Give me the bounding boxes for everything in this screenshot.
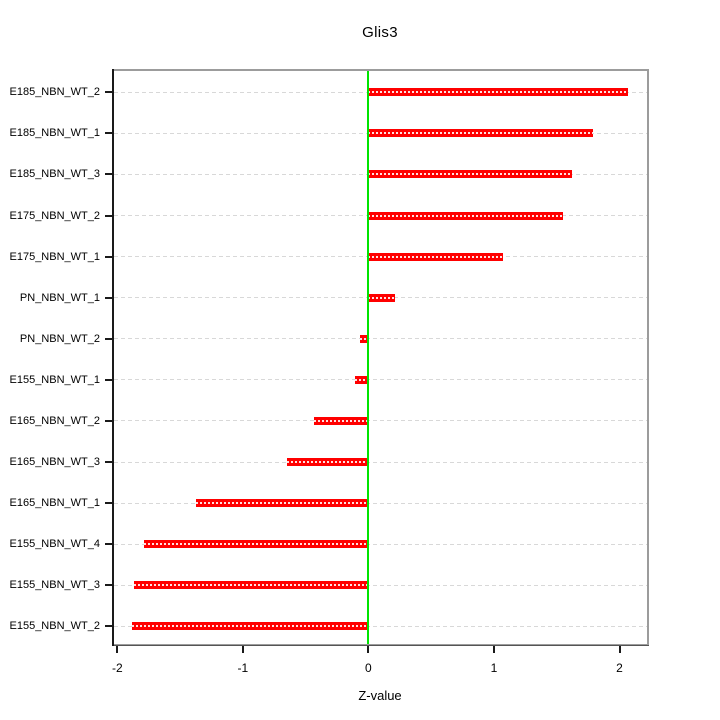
- bar: [368, 170, 572, 179]
- bar-center-dash: [133, 584, 369, 587]
- bar: [314, 416, 369, 425]
- bar-center-dash: [368, 296, 395, 299]
- bar-center-dash: [354, 378, 369, 381]
- gridline: [114, 625, 647, 627]
- bar-center-dash: [286, 461, 369, 464]
- gridline: [114, 543, 647, 545]
- y-axis-tick: [105, 584, 112, 587]
- x-axis-tick-label: 0: [365, 661, 372, 675]
- x-axis-tick: [241, 646, 244, 653]
- bar: [354, 375, 369, 384]
- y-axis-label: E155_NBN_WT_2: [9, 620, 101, 633]
- y-axis-label: E175_NBN_WT_1: [9, 250, 101, 263]
- y-axis-label: E165_NBN_WT_2: [9, 414, 101, 427]
- y-axis-tick: [105, 461, 112, 464]
- gridline: [114, 379, 647, 381]
- y-axis-tick: [105, 502, 112, 505]
- x-axis-tick-label: -1: [237, 661, 249, 675]
- y-axis-label: E165_NBN_WT_1: [9, 497, 101, 510]
- y-axis-label: E185_NBN_WT_3: [9, 168, 101, 181]
- x-axis-tick: [116, 646, 119, 653]
- bar-center-dash: [314, 419, 369, 422]
- y-axis-tick: [105, 255, 112, 258]
- x-axis-tick-label: -2: [111, 661, 123, 675]
- x-axis-tick-label: 1: [490, 661, 498, 675]
- y-axis-label: E175_NBN_WT_2: [9, 209, 101, 222]
- x-axis-tick-label: 2: [616, 661, 623, 675]
- y-axis-tick: [105, 173, 112, 176]
- chart-title: Glis3: [362, 24, 398, 41]
- bar: [368, 129, 594, 138]
- y-axis-tick: [105, 419, 112, 422]
- bar: [368, 293, 395, 302]
- x-axis-tick: [367, 646, 370, 653]
- bar: [286, 458, 369, 467]
- y-axis-tick: [105, 543, 112, 546]
- bar: [359, 334, 369, 343]
- zero-reference-line: [367, 71, 370, 644]
- bar-center-dash: [368, 255, 503, 258]
- bar-center-dash: [368, 214, 563, 217]
- y-axis-tick: [105, 337, 112, 340]
- bar-center-dash: [368, 91, 629, 94]
- gridline: [114, 420, 647, 422]
- x-axis-title: Z-value: [358, 688, 402, 703]
- bar: [368, 88, 629, 97]
- bar: [368, 211, 563, 220]
- y-axis-label: PN_NBN_WT_1: [19, 291, 100, 304]
- bar-center-dash: [143, 543, 369, 546]
- bar: [368, 252, 503, 261]
- bar-center-dash: [196, 502, 369, 505]
- bar-center-dash: [368, 173, 572, 176]
- bar: [132, 622, 369, 631]
- plot-frame-right: [647, 69, 649, 646]
- x-axis-tick: [492, 646, 495, 653]
- y-axis-label: E155_NBN_WT_3: [9, 579, 101, 592]
- y-axis-label: E155_NBN_WT_4: [9, 538, 101, 551]
- y-axis-tick: [105, 296, 112, 299]
- y-axis-label: PN_NBN_WT_2: [19, 332, 100, 345]
- y-axis-tick: [105, 91, 112, 94]
- bar: [196, 499, 369, 508]
- y-axis-label: E185_NBN_WT_2: [9, 86, 101, 99]
- gridline: [114, 502, 647, 504]
- gridline: [114, 584, 647, 586]
- plot-frame-top: [112, 69, 649, 71]
- y-axis-label: E185_NBN_WT_1: [9, 127, 101, 140]
- y-axis-label: E155_NBN_WT_1: [9, 373, 101, 386]
- y-axis-tick: [105, 132, 112, 135]
- bar-center-dash: [132, 625, 369, 628]
- gridline: [114, 338, 647, 340]
- bar: [143, 540, 369, 549]
- y-axis-tick: [105, 214, 112, 217]
- y-axis-line: [112, 69, 114, 646]
- bar-center-dash: [359, 337, 369, 340]
- bar-center-dash: [368, 132, 594, 135]
- x-axis-tick: [618, 646, 621, 653]
- x-axis-line: [112, 644, 649, 646]
- y-axis-tick: [105, 378, 112, 381]
- y-axis-tick: [105, 625, 112, 628]
- gridline: [114, 461, 647, 463]
- y-axis-label: E165_NBN_WT_3: [9, 456, 101, 469]
- bar: [133, 581, 369, 590]
